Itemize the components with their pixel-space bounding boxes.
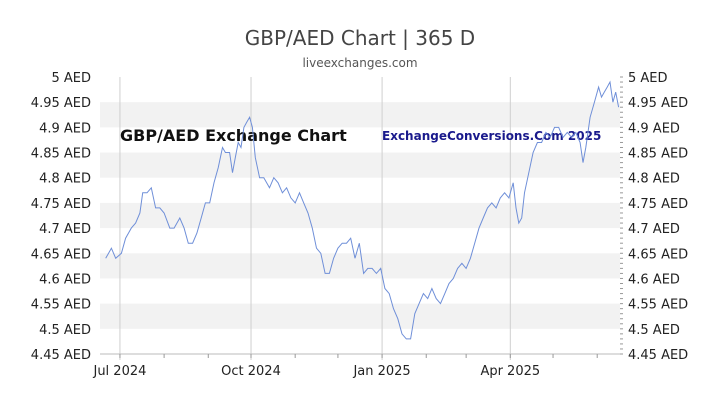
y-tick-label-right: 4.9 AED [628,121,680,136]
y-tick-label-right: 4.8 AED [628,172,680,187]
series-line [105,80,620,340]
chart-subtitle: liveexchanges.com [302,56,418,70]
y-tick-label-left: 4.5 AED [39,323,91,338]
y-tick-label-right: 4.75 AED [628,197,688,212]
y-tick-label-left: 4.9 AED [39,121,91,136]
x-tick-label: Jan 2025 [352,364,410,379]
x-tick-label: Apr 2025 [480,364,540,379]
y-tick-label-left: 4.6 AED [39,272,91,287]
y-tick-label-left: 4.85 AED [31,147,91,162]
grid-band [100,303,620,329]
watermark-copyright: ExchangeConversions.Com 2025 [382,129,601,143]
x-axis: Jul 2024 Oct 2024 Jan 2025 Apr 2025 [92,364,540,379]
y-tick-label-right: 4.65 AED [628,247,688,262]
y-tick-label-right: 4.7 AED [628,222,680,237]
y-tick-label-right: 4.85 AED [628,147,688,162]
grid-band [100,102,620,128]
y-tick-label-right: 4.55 AED [628,298,688,313]
y-tick-label-right: 4.95 AED [628,96,688,111]
y-tick-label-left: 4.75 AED [31,197,91,212]
grid-band [100,202,620,229]
y-tick-label-left: 4.95 AED [31,96,91,111]
y-tick-label-right: 5 AED [628,71,668,86]
y-tick-label-left: 4.8 AED [39,172,91,187]
grid-bands [100,102,620,329]
y-tick-label-right: 4.6 AED [628,272,680,287]
y-axis-right: 5 AED 4.95 AED 4.9 AED 4.85 AED 4.8 AED 4.75 … [628,71,688,363]
y-axis-left: 5 AED 4.95 AED 4.9 AED 4.85 AED 4.8 AED 4.75 … [31,71,91,363]
y-tick-label-right: 4.45 AED [628,348,688,363]
y-tick-label-left: 5 AED [51,71,91,86]
grid-band [100,152,620,178]
y-tick-label-left: 4.65 AED [31,247,91,262]
x-tick-label: Jul 2024 [92,364,146,379]
axes [100,76,623,358]
watermark-exchange-chart: GBP/AED Exchange Chart [120,126,347,145]
y-tick-label-left: 4.7 AED [39,222,91,237]
y-tick-label-left: 4.45 AED [31,348,91,363]
grid-band [100,253,620,279]
y-tick-label-right: 4.5 AED [628,323,680,338]
y-tick-label-left: 4.55 AED [31,298,91,313]
chart-title: GBP/AED Chart | 365 D [244,26,476,50]
x-tick-label: Oct 2024 [221,364,281,379]
